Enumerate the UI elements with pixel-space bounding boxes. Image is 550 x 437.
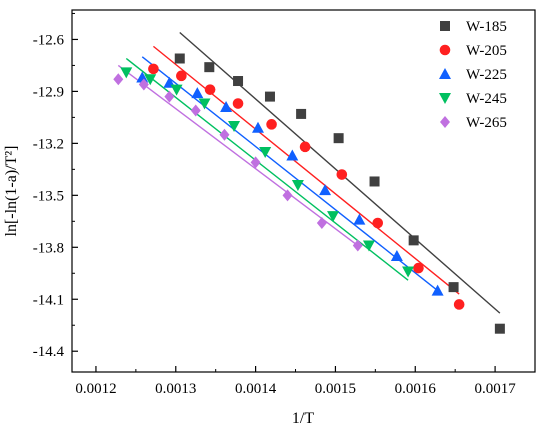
fit-line-w-205 xyxy=(152,45,460,295)
data-point xyxy=(148,63,159,75)
data-point xyxy=(266,119,277,130)
legend: W-185 W-205 W-225 W-245 W-265 xyxy=(439,19,507,131)
series-w-185 xyxy=(174,53,505,334)
data-point xyxy=(282,189,293,202)
data-point xyxy=(336,169,348,180)
y-tick-label: -12.9 xyxy=(33,84,64,100)
legend-marker xyxy=(439,44,451,56)
series-w-225 xyxy=(136,71,444,296)
data-point xyxy=(413,262,424,274)
y-tick-label: -12.6 xyxy=(33,32,65,48)
data-point xyxy=(402,266,415,278)
y-tick-label: -14.4 xyxy=(33,344,65,360)
data-point xyxy=(198,98,211,110)
fit-line-w-265 xyxy=(117,64,359,247)
data-point xyxy=(219,128,230,141)
x-axis-ticks: 0.0012 0.0013 0.0014 0.0015 0.0016 0.0017 xyxy=(75,366,536,397)
legend-label: W-205 xyxy=(466,43,507,59)
data-point xyxy=(390,249,403,261)
legend-marker xyxy=(439,93,451,104)
y-axis-ticks: -12.6 -12.9 -13.2 -13.5 -13.8 -14.1 -14.4 xyxy=(33,12,78,360)
legend-label: W-265 xyxy=(466,115,507,131)
data-point xyxy=(296,108,307,119)
legend-item-w-225: W-225 xyxy=(439,67,507,83)
y-tick-label: -14.1 xyxy=(33,292,64,308)
data-point xyxy=(176,70,187,82)
data-point xyxy=(259,147,272,159)
data-point xyxy=(299,141,311,153)
data-point xyxy=(319,184,332,196)
data-point xyxy=(228,121,241,133)
data-point xyxy=(333,133,344,144)
x-tick-label: 0.0012 xyxy=(75,381,116,397)
data-point xyxy=(113,73,124,86)
data-point xyxy=(138,78,149,91)
legend-label: W-225 xyxy=(466,67,507,83)
data-point xyxy=(372,217,384,229)
data-point xyxy=(204,84,216,95)
data-point xyxy=(353,213,366,225)
data-point xyxy=(232,98,244,109)
data-point xyxy=(408,235,419,246)
data-point xyxy=(191,87,204,99)
y-tick-label: -13.2 xyxy=(33,136,64,152)
data-point xyxy=(190,104,201,117)
y-tick-label: -13.5 xyxy=(33,188,64,204)
data-point xyxy=(494,323,505,334)
data-markers xyxy=(113,53,505,334)
data-point xyxy=(170,84,183,96)
legend-marker xyxy=(440,116,450,128)
data-point xyxy=(291,179,304,191)
data-point xyxy=(264,91,275,102)
data-point xyxy=(369,176,380,187)
data-point xyxy=(327,211,340,223)
legend-item-w-265: W-265 xyxy=(440,115,507,131)
x-axis-title: 1/T xyxy=(292,410,314,427)
data-point xyxy=(174,53,185,64)
series-w-205 xyxy=(148,63,465,310)
data-point xyxy=(286,149,299,161)
legend-marker xyxy=(439,68,451,79)
data-point xyxy=(362,240,375,252)
legend-marker xyxy=(440,21,450,31)
data-point xyxy=(250,156,261,169)
y-axis-title: ln[-ln(1-a)/T²] xyxy=(3,146,20,237)
data-point xyxy=(453,299,465,310)
x-tick-label: 0.0016 xyxy=(395,381,437,397)
x-tick-label: 0.0014 xyxy=(235,381,277,397)
data-point xyxy=(316,217,327,230)
data-point xyxy=(204,62,215,73)
x-tick-label: 0.0017 xyxy=(474,381,516,397)
x-tick-label: 0.0015 xyxy=(315,381,356,397)
data-point xyxy=(448,282,459,293)
data-point xyxy=(352,239,363,252)
data-point xyxy=(233,76,244,87)
data-point xyxy=(120,67,133,79)
fit-line-w-225 xyxy=(141,56,439,292)
data-point xyxy=(164,90,175,103)
legend-item-w-205: W-205 xyxy=(439,43,507,59)
y-tick-label: -13.8 xyxy=(33,240,64,256)
legend-item-w-185: W-185 xyxy=(440,19,507,35)
data-point xyxy=(251,121,264,133)
legend-label: W-245 xyxy=(466,91,507,107)
data-point xyxy=(144,74,157,86)
data-point xyxy=(136,71,149,83)
legend-label: W-185 xyxy=(466,19,507,35)
series-w-245 xyxy=(120,67,415,278)
series-w-265 xyxy=(113,73,363,252)
data-point xyxy=(431,284,444,296)
data-point xyxy=(220,100,233,112)
plot-frame xyxy=(71,9,536,373)
legend-item-w-245: W-245 xyxy=(439,91,507,107)
x-tick-label: 0.0013 xyxy=(155,381,196,397)
